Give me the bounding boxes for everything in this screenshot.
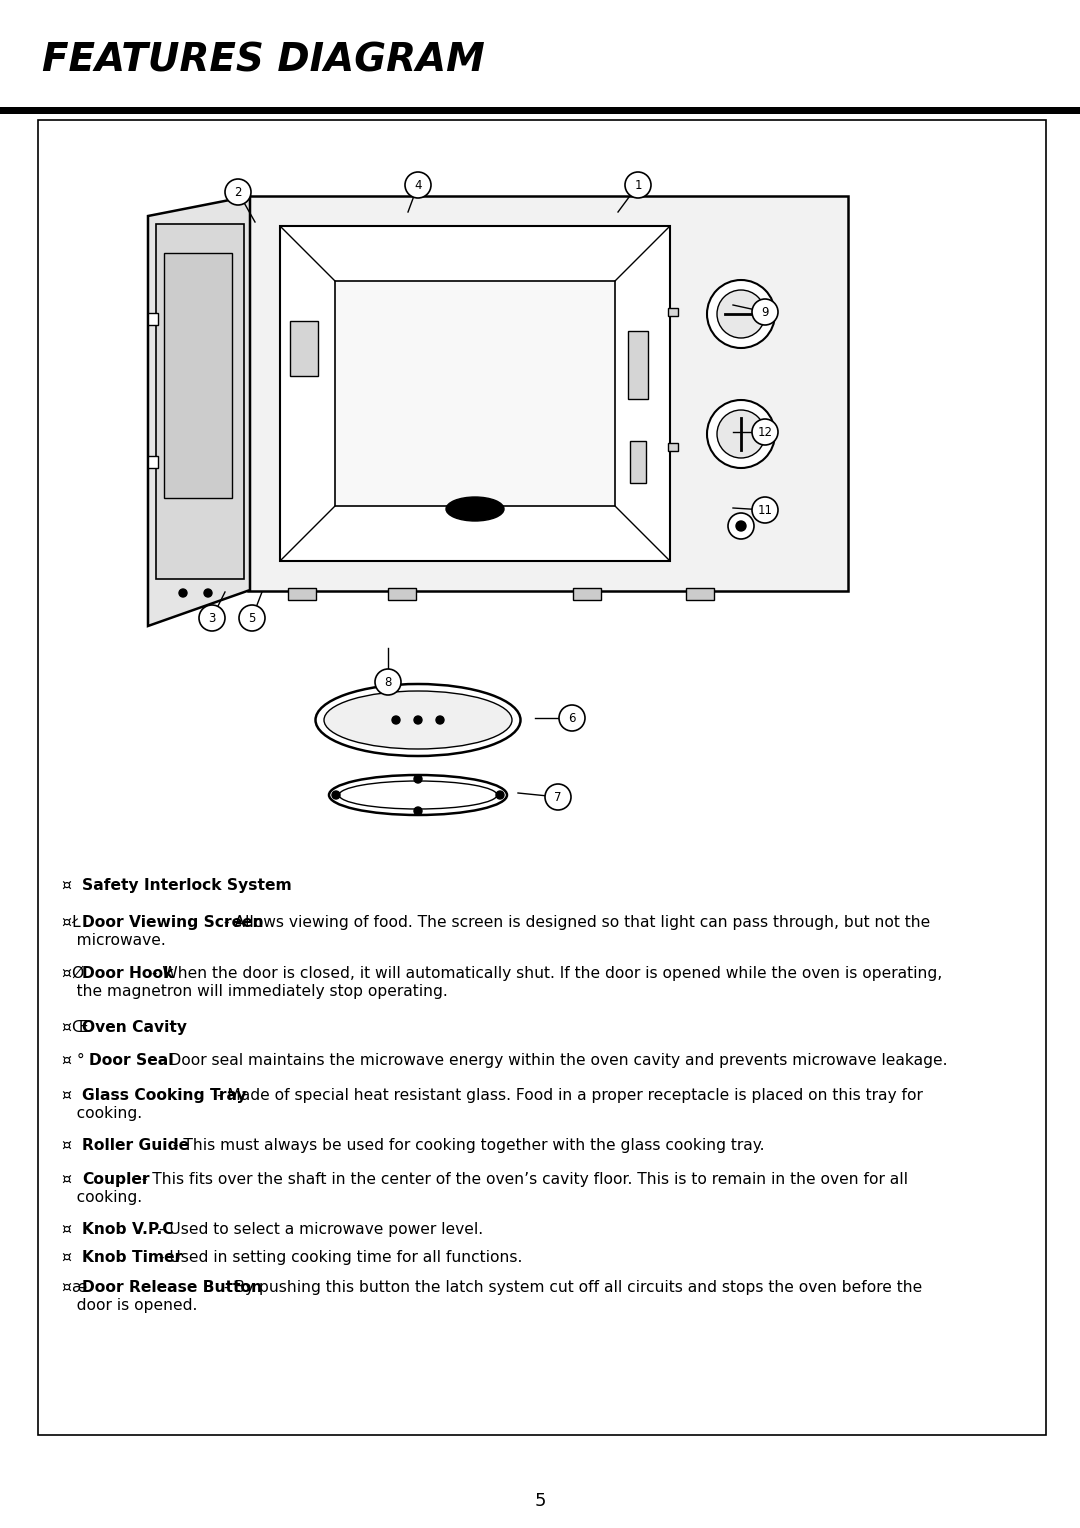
Ellipse shape [717, 410, 765, 458]
Text: - This must always be used for cooking together with the glass cooking tray.: - This must always be used for cooking t… [168, 1138, 765, 1154]
Text: FEATURES DIAGRAM: FEATURES DIAGRAM [42, 41, 485, 79]
Circle shape [752, 497, 778, 523]
Text: - Allows viewing of food. The screen is designed so that light can pass through,: - Allows viewing of food. The screen is … [219, 915, 931, 931]
Circle shape [436, 717, 444, 724]
Circle shape [204, 588, 212, 597]
Text: - Used in setting cooking time for all functions.: - Used in setting cooking time for all f… [154, 1250, 523, 1265]
Bar [0, 107, 1080, 115]
Bar [630, 442, 646, 483]
Bar [686, 588, 714, 601]
Circle shape [752, 299, 778, 325]
Text: 11: 11 [757, 504, 772, 516]
Text: 6: 6 [568, 712, 576, 724]
Text: ¤: ¤ [62, 1172, 77, 1187]
Text: cooking.: cooking. [62, 1190, 143, 1206]
Ellipse shape [707, 400, 775, 468]
Circle shape [375, 669, 401, 695]
Text: door is opened.: door is opened. [62, 1297, 198, 1313]
Text: 3: 3 [208, 613, 216, 625]
Text: Coupler: Coupler [82, 1172, 149, 1187]
Bar [291, 321, 318, 376]
Bar [288, 588, 316, 601]
Text: Knob V.P.C: Knob V.P.C [82, 1222, 174, 1238]
Bar [148, 313, 158, 325]
Text: Knob Timer: Knob Timer [82, 1250, 183, 1265]
Text: 1: 1 [634, 179, 642, 193]
Bar [573, 588, 600, 601]
Bar [669, 309, 678, 316]
Text: ¤: ¤ [62, 1222, 77, 1238]
Circle shape [239, 605, 265, 631]
Ellipse shape [707, 280, 775, 348]
Text: 12: 12 [757, 426, 772, 439]
Text: Oven Cavity: Oven Cavity [82, 1021, 188, 1034]
Circle shape [752, 419, 778, 445]
Text: Glass Cooking Tray: Glass Cooking Tray [82, 1088, 246, 1103]
Bar [248, 196, 848, 591]
Text: - This fits over the shaft in the center of the oven’s cavity floor. This is to : - This fits over the shaft in the center… [133, 1172, 908, 1187]
Circle shape [496, 792, 504, 799]
Text: 5: 5 [248, 613, 256, 625]
Circle shape [559, 704, 585, 730]
Bar [388, 588, 416, 601]
Text: 2: 2 [234, 186, 242, 199]
Text: Door Release Button: Door Release Button [82, 1280, 262, 1296]
Text: ¤: ¤ [62, 1138, 77, 1154]
Text: ¤Ł: ¤Ł [62, 915, 85, 931]
Text: ¤Ø: ¤Ø [62, 966, 90, 981]
Text: ¤: ¤ [62, 879, 77, 892]
Polygon shape [148, 196, 249, 626]
Ellipse shape [717, 290, 765, 338]
Circle shape [199, 605, 225, 631]
Circle shape [735, 521, 746, 532]
Text: - When the door is closed, it will automatically shut. If the door is opened whi: - When the door is closed, it will autom… [147, 966, 943, 981]
Text: the magnetron will immediately stop operating.: the magnetron will immediately stop oper… [62, 984, 448, 999]
Text: ¤: ¤ [62, 1088, 77, 1103]
Text: 7: 7 [554, 792, 562, 804]
Text: 5: 5 [535, 1491, 545, 1510]
Circle shape [414, 807, 422, 814]
Text: microwave.: microwave. [62, 934, 165, 947]
Text: ¤ °: ¤ ° [62, 1053, 90, 1068]
Ellipse shape [324, 691, 512, 749]
Text: cooking.: cooking. [62, 1106, 143, 1122]
Circle shape [225, 179, 251, 205]
Bar [335, 281, 615, 506]
Text: 4: 4 [415, 179, 422, 193]
Circle shape [179, 588, 187, 597]
Circle shape [545, 784, 571, 810]
Text: Roller Guide: Roller Guide [82, 1138, 189, 1154]
Circle shape [392, 717, 400, 724]
Circle shape [728, 513, 754, 539]
Text: Door Seal: Door Seal [90, 1053, 174, 1068]
Text: 9: 9 [761, 306, 769, 319]
Text: ¤Œ: ¤Œ [62, 1021, 94, 1034]
Ellipse shape [315, 685, 521, 756]
Bar [38, 121, 1047, 1435]
Text: - By pushing this button the latch system cut off all circuits and stops the ove: - By pushing this button the latch syste… [219, 1280, 922, 1296]
Circle shape [414, 717, 422, 724]
Text: ¤: ¤ [62, 1250, 77, 1265]
Circle shape [625, 173, 651, 199]
Ellipse shape [446, 497, 504, 521]
Text: Safety Interlock System: Safety Interlock System [82, 879, 292, 892]
Bar [669, 443, 678, 451]
Circle shape [332, 792, 340, 799]
Bar [156, 225, 244, 579]
Text: ¤æ: ¤æ [62, 1280, 92, 1296]
Circle shape [414, 775, 422, 782]
Bar [148, 455, 158, 468]
Text: Door Hook: Door Hook [82, 966, 174, 981]
Bar [0, 0, 1080, 108]
Bar [627, 332, 648, 399]
Text: - Used to select a microwave power level.: - Used to select a microwave power level… [154, 1222, 483, 1238]
Text: Door Viewing Screen: Door Viewing Screen [82, 915, 264, 931]
Text: - Door seal maintains the microwave energy within the oven cavity and prevents m: - Door seal maintains the microwave ener… [154, 1053, 947, 1068]
Circle shape [405, 173, 431, 199]
Text: - Made of special heat resistant glass. Food in a proper receptacle is placed on: - Made of special heat resistant glass. … [212, 1088, 922, 1103]
Text: 8: 8 [384, 675, 392, 689]
Bar [280, 226, 670, 561]
Bar [164, 254, 232, 498]
